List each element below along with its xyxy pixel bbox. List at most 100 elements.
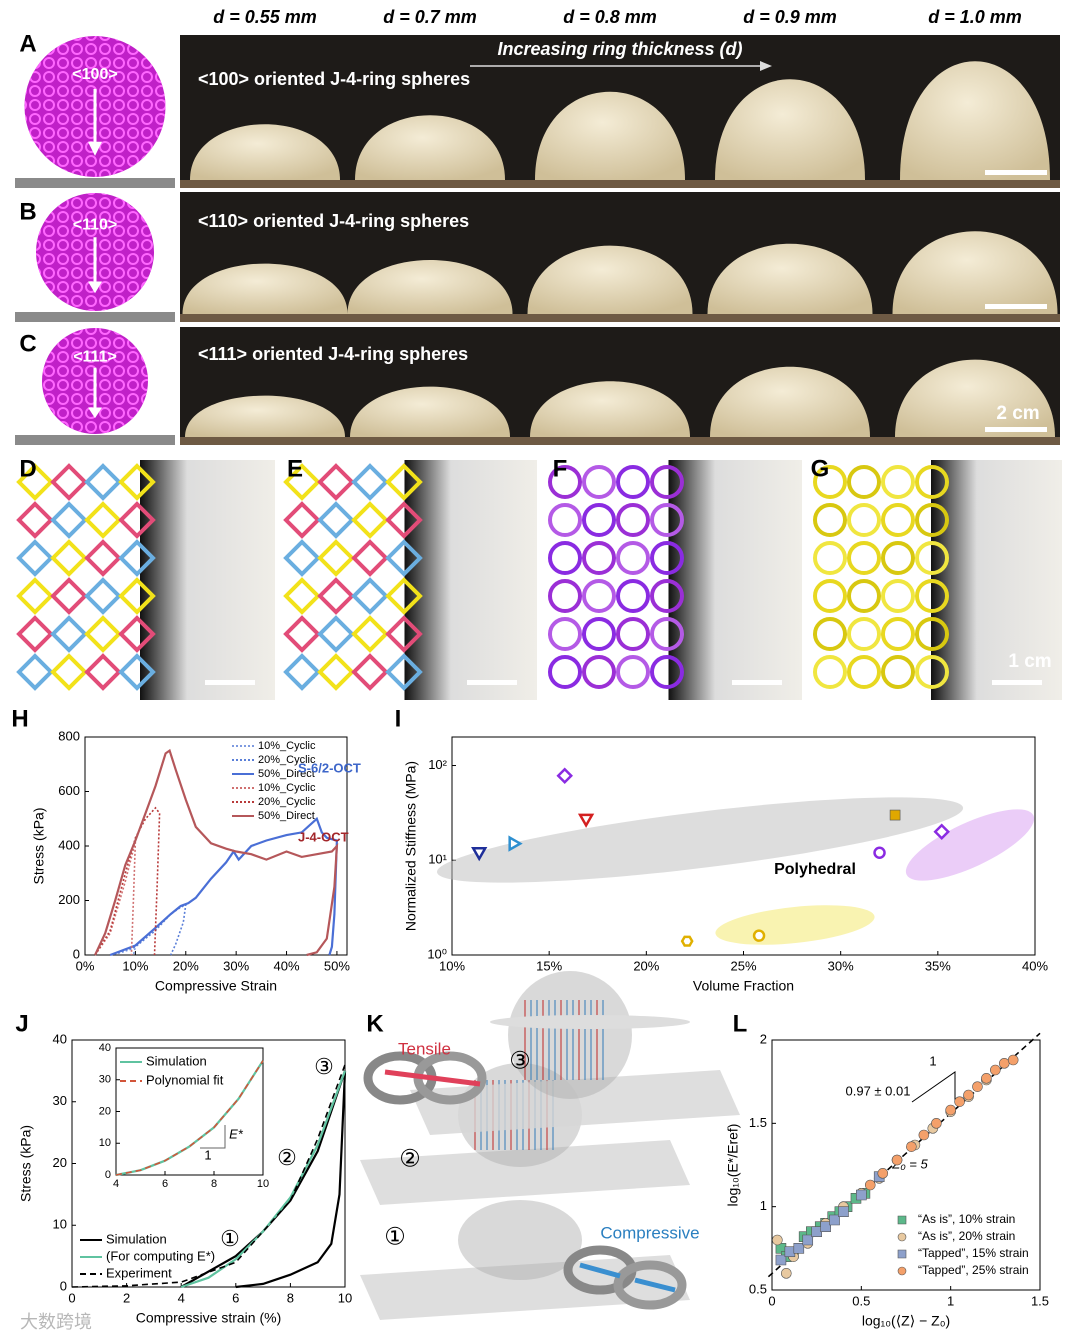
series-line [180,1070,347,1289]
ring-cell [616,541,650,575]
legend-label: 10%_Cyclic [258,740,316,752]
sphere-label: <110> [73,217,118,234]
marker [891,1154,903,1166]
ring-cell [650,503,684,537]
marker [897,1249,907,1259]
legend-label: “Tapped”, 15% strain [918,1246,1029,1260]
plot-area [771,1039,1041,1291]
printed-sphere [892,231,1058,314]
y-tick-label: 600 [58,783,80,798]
lattice-cell [317,577,355,615]
x-tick-label: 20% [173,958,199,973]
packing [508,971,632,1099]
marker [873,846,886,860]
marker [471,847,488,862]
compressive-label: Compressive [600,1223,699,1242]
polyhedral-region [436,797,964,883]
marker [954,1096,965,1107]
y-tick-label: 40 [53,1031,67,1046]
ground [15,435,175,445]
sphere-label: <111> [73,348,117,365]
packing [458,1200,582,1280]
ring-cell [847,655,881,689]
lattice-cell [84,615,122,653]
x-tick-label: 4 [178,1290,185,1305]
ring-cell [582,503,616,537]
printed-sphere [347,260,513,314]
photo [140,460,275,700]
series-line [110,945,137,956]
legend-label: 50%_Direct [258,810,315,822]
step-label: ① [384,1223,406,1250]
scale-label: 2 cm [996,403,1039,424]
marker [508,835,523,852]
annotation: 1 [929,1053,936,1068]
lattice-cell [351,615,389,653]
photo [668,460,802,700]
shelf [180,314,1060,322]
y-tick-label: 10⁰ [427,946,447,961]
figure-layer: d = 0.55 mm d = 0.7 mm d = 0.8 mm d = 0.9 m… [11,7,1062,1332]
panel-label: L [733,1010,748,1037]
ring-cell [616,579,650,613]
compressive-arrow [579,1262,621,1279]
ring-cell [548,465,582,499]
scale-bar [985,427,1047,432]
ring-cell [582,541,616,575]
x-tick-label: 8 [211,1178,217,1190]
load-arrow-head [88,281,102,294]
y-tick-label: 10 [99,1137,111,1149]
x-axis-label: Compressive Strain [155,978,277,994]
legend-group: S-6/2-OCT [298,760,361,775]
y-tick-label: 30 [99,1074,111,1086]
lattice-cell [283,577,321,615]
lattice-cell [351,653,389,691]
printed-sphere [535,91,685,180]
lattice-cell [351,577,389,615]
y-tick-label: 1.5 [749,1115,767,1130]
panel-label: A [19,30,36,57]
lattice-cell [385,539,423,577]
x-tick-label: 1.5 [1031,1293,1049,1308]
marker [906,1141,917,1152]
marker [945,1104,956,1116]
lattice-cell [385,577,423,615]
ring-cell [813,541,847,575]
legend-label: 10%_Cyclic [258,782,316,794]
ring-cell [813,617,847,651]
panel-label: E [287,455,303,482]
marker [1007,1054,1019,1066]
printed-sphere [190,124,340,180]
y-tick-label: 1 [760,1198,767,1213]
scale-bar [992,680,1042,685]
step-label: ② [399,1145,421,1172]
printed-sphere [900,61,1050,180]
legend-label: “As is”, 20% strain [918,1229,1015,1243]
lattice-cell [351,463,389,501]
annotation: 1 [204,1147,211,1162]
ground [15,312,175,322]
marker [556,767,573,785]
annotation: Polyhedral [774,861,856,878]
marker [990,1064,1001,1076]
ring-cell [881,655,915,689]
ring-cell [582,579,616,613]
lattice-cell [283,501,321,539]
marker [856,1189,867,1201]
lattice-cell [385,463,423,501]
marker [918,1129,930,1141]
ring-cell [915,503,949,537]
ring-cell [616,503,650,537]
printed-sphere [530,381,690,437]
column-header: d = 0.7 mm [383,7,477,27]
lattice-cell [16,539,54,577]
step-label: ③ [509,1047,531,1074]
y-tick-label: 800 [58,728,80,743]
ring-cell [616,465,650,499]
y-tick-label: 10 [53,1217,67,1232]
ring-cell [548,617,582,651]
ring-cell [650,579,684,613]
marker [897,1215,907,1225]
lattice-cell [16,577,54,615]
